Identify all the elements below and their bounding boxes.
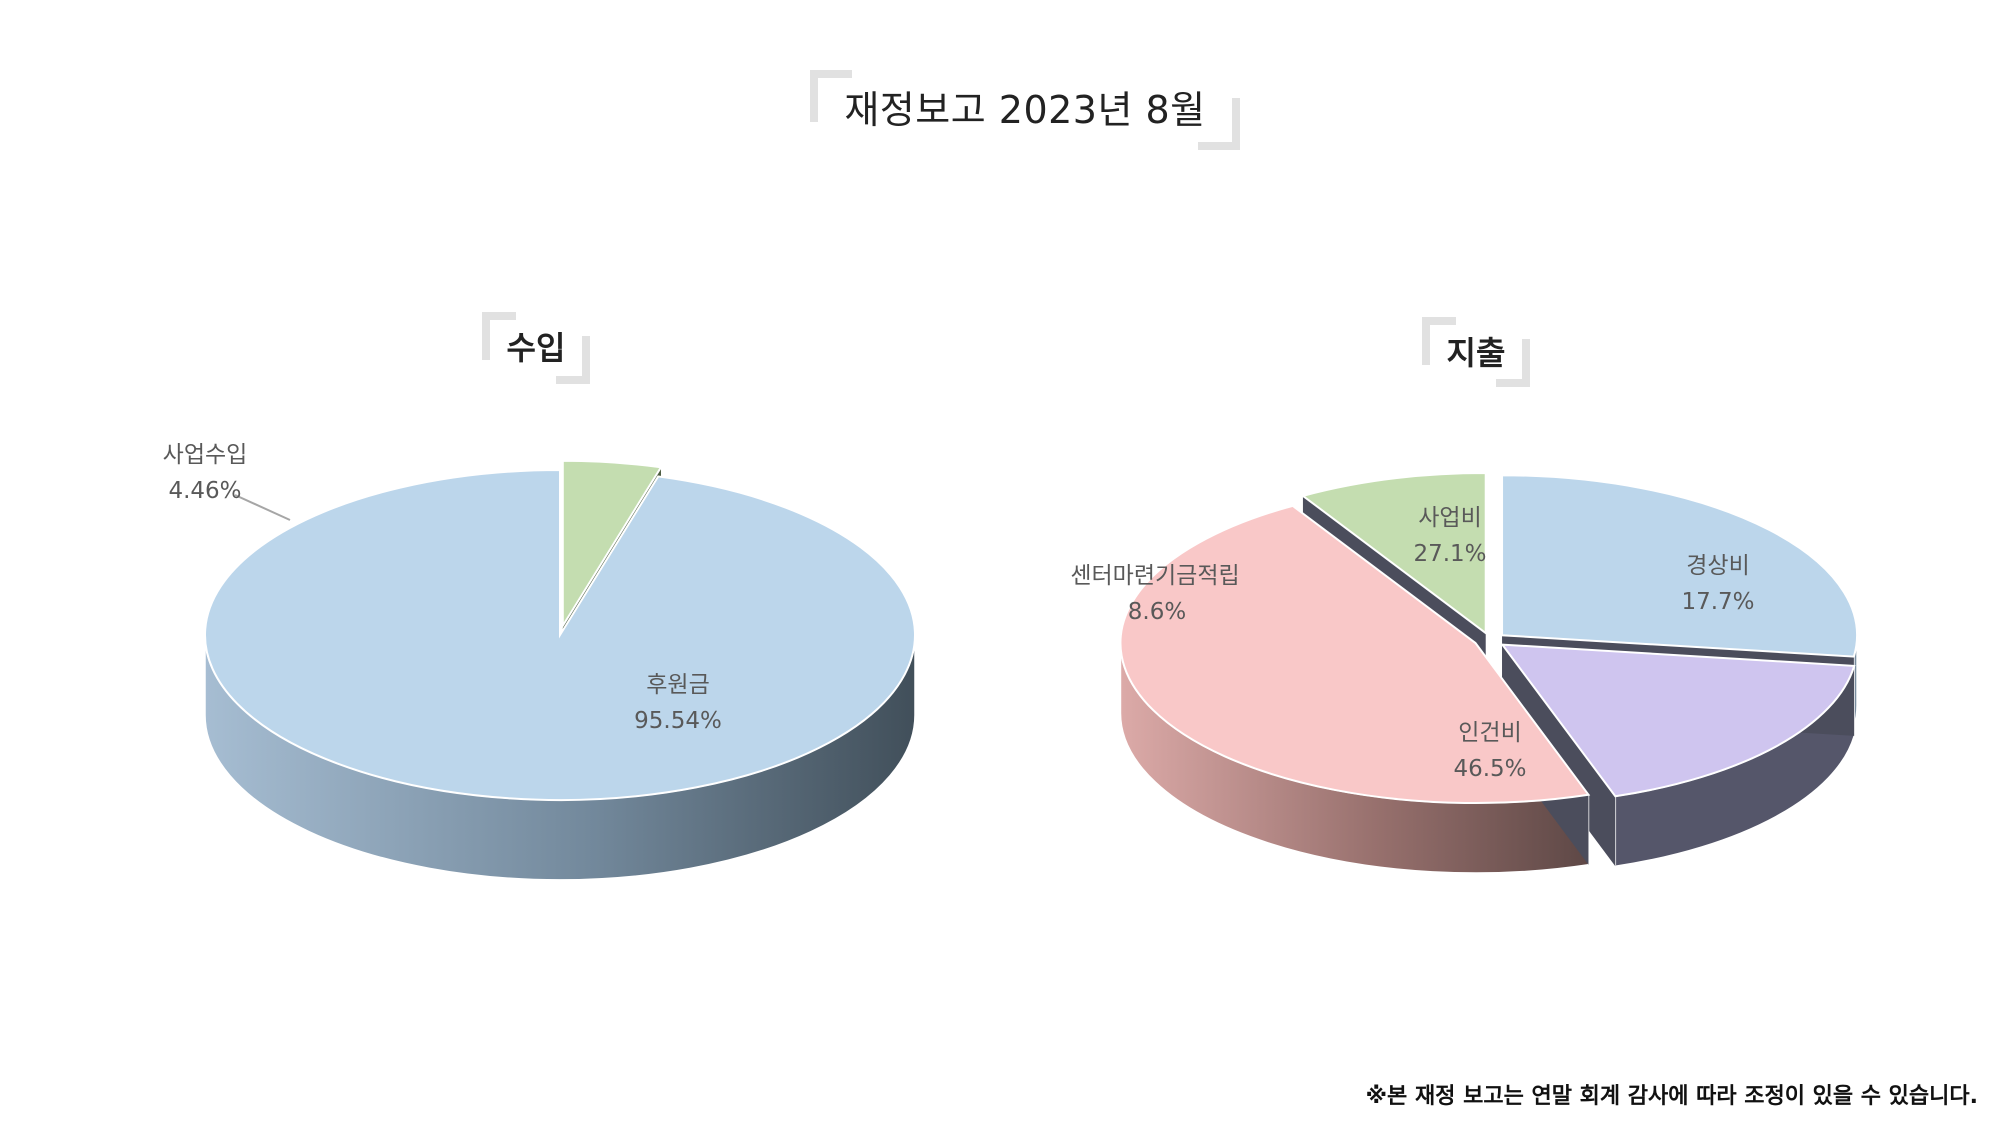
title-bracket-left	[810, 70, 852, 122]
slice-label-3: 센터마련기금적립	[1070, 563, 1239, 589]
income-chart-title-text: 수입	[506, 329, 566, 367]
expense-title-bracket-right	[1496, 339, 1530, 387]
pie-slice-2	[1119, 504, 1591, 804]
slice-label-1: 경상비	[1686, 553, 1749, 579]
income-title-bracket-right	[556, 336, 590, 384]
slice-label-0: 사업수입	[163, 442, 248, 468]
slice-value-0: 27.1%	[1413, 541, 1486, 567]
page-title-text: 재정보고 2023년 8월	[844, 88, 1206, 132]
expense-pie-chart: 사업비 27.1% 경상비 17.7% 인건비 46.5% 센터마련기금적립 8.6%	[1070, 472, 1859, 874]
pie-slice-3	[1300, 472, 1487, 636]
pie-slice-0	[1501, 474, 1859, 658]
slice-label-1: 후원금	[646, 672, 709, 698]
slice-value-0: 4.46%	[168, 478, 241, 504]
slice-label-2: 인건비	[1458, 720, 1521, 746]
income-pie-chart: 사업수입 4.46% 후원금 95.54%	[163, 442, 916, 881]
pie-slice-0	[561, 459, 663, 630]
slice-value-1: 17.7%	[1681, 589, 1754, 615]
page-title: 재정보고 2023년 8월	[810, 70, 1240, 150]
expense-chart-title: 지출	[1422, 317, 1530, 387]
expense-chart-title-text: 지출	[1446, 334, 1506, 372]
title-bracket-right	[1198, 98, 1240, 150]
footnote: ※본 재정 보고는 연말 회계 감사에 따라 조정이 있을 수 있습니다.	[1365, 1084, 1978, 1109]
slice-value-1: 95.54%	[634, 708, 722, 734]
slice-value-3: 8.6%	[1128, 599, 1186, 625]
income-chart-title: 수입	[482, 312, 590, 384]
income-title-bracket-left	[482, 312, 516, 360]
slice-label-0: 사업비	[1418, 505, 1481, 531]
pie-slice-1	[204, 468, 916, 801]
expense-title-bracket-left	[1422, 317, 1456, 365]
pie-slice-1	[1500, 643, 1856, 798]
leader-line-0	[234, 494, 291, 521]
slice-value-2: 46.5%	[1453, 756, 1526, 782]
